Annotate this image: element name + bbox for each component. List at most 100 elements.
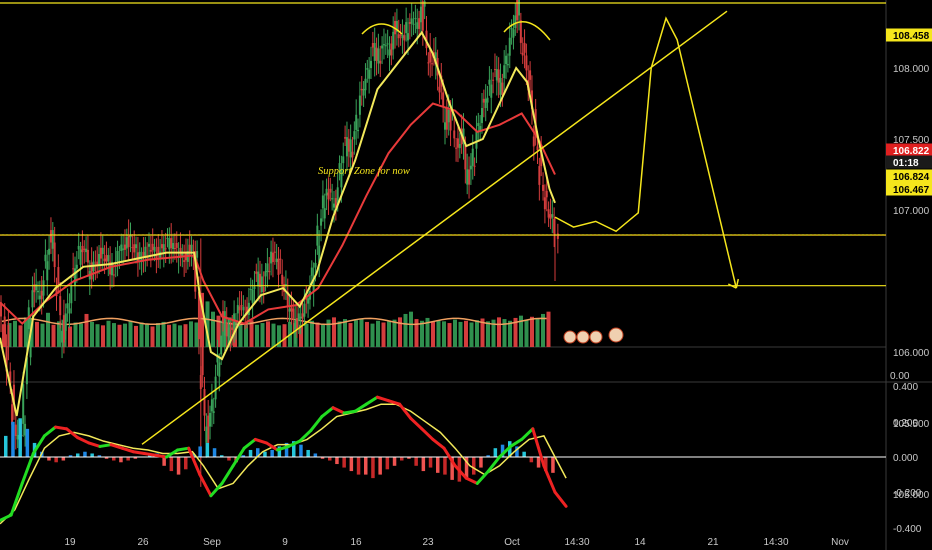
price-tick-label: 106.000: [893, 348, 930, 359]
volume-bar: [508, 320, 512, 347]
candle-body: [260, 276, 263, 293]
volume-bar: [343, 319, 347, 347]
candle-body: [297, 313, 300, 321]
volume-bar: [172, 323, 177, 347]
volume-panel: [1, 292, 551, 347]
candle-body: [286, 291, 289, 308]
arrow-stroke: [727, 283, 737, 289]
candle-body: [438, 86, 441, 93]
macd-segment: [9, 481, 24, 517]
candle-body: [429, 48, 432, 63]
volume-bar: [145, 324, 149, 347]
candle-body: [229, 336, 232, 338]
volume-bar: [436, 320, 441, 347]
volume-bar: [205, 301, 210, 347]
candle-body: [331, 198, 334, 200]
candle-body: [340, 168, 343, 188]
price-tag-label: 106.824: [893, 172, 930, 183]
candle-body: [538, 166, 541, 185]
macd-histogram-bar: [18, 418, 22, 457]
candle-body: [453, 130, 456, 139]
candle-body: [183, 260, 186, 262]
candle-body: [238, 306, 241, 311]
candle-body: [510, 28, 513, 30]
candle-body: [390, 43, 393, 56]
candle-body: [444, 122, 446, 130]
candle-body: [5, 346, 8, 372]
candle-body: [116, 250, 119, 262]
macd-histogram-bar: [284, 442, 289, 457]
candle-body: [105, 255, 108, 262]
volume-bar: [332, 317, 336, 347]
candle-body: [144, 246, 147, 258]
forecast-path-drawing[interactable]: [554, 16, 738, 289]
macd-histogram-bar: [551, 457, 555, 473]
candle-body: [503, 65, 506, 79]
candle-body: [172, 243, 175, 250]
candle-body: [112, 274, 115, 276]
candle-body: [373, 43, 376, 61]
candle-body: [434, 52, 437, 65]
candle-body: [358, 95, 361, 115]
candle-body: [259, 273, 261, 287]
candle-body: [314, 262, 317, 268]
candle-body: [51, 230, 54, 249]
event-icons[interactable]: [563, 327, 624, 344]
volume-bar: [101, 325, 105, 347]
volume-bar: [458, 321, 463, 347]
volume-bar: [35, 321, 39, 347]
volume-bar: [150, 326, 155, 347]
macd-histogram-bar: [61, 457, 66, 461]
horizontal-levels: [0, 2, 886, 287]
macd-segment: [409, 416, 424, 431]
volume-bar: [57, 321, 61, 347]
candle-body: [16, 434, 19, 440]
candle-body: [203, 389, 206, 416]
candle-body: [421, 1, 424, 31]
volume-bar: [95, 324, 100, 347]
candle-body: [85, 248, 88, 253]
price-tag-box: [886, 143, 932, 157]
macd-histogram-bar: [83, 451, 87, 457]
candle-body: [347, 138, 350, 152]
candle-body: [556, 233, 559, 239]
candle-body: [33, 284, 36, 293]
volume-bar: [128, 321, 133, 347]
macd-histogram-bar: [544, 457, 548, 472]
volume-bar: [249, 320, 254, 347]
candle-body: [127, 235, 130, 248]
ascending-trendline[interactable]: [141, 10, 728, 445]
volume-bar: [68, 326, 72, 347]
candle-body: [227, 327, 230, 338]
volume-bar: [359, 318, 364, 347]
macd-tick-label: 0.000: [893, 453, 918, 464]
candle-body: [138, 251, 141, 259]
macd-segment: [442, 446, 457, 468]
macd-segment: [264, 441, 279, 452]
candle-body: [273, 251, 276, 253]
volume-bar: [387, 321, 391, 347]
candle-body: [275, 258, 278, 263]
volume-bar: [425, 317, 430, 347]
volume-bar: [216, 315, 221, 347]
price-tick-label: 107.500: [893, 135, 930, 146]
price-tag-box: [886, 182, 932, 196]
candle-body: [399, 34, 402, 36]
candle-body: [264, 271, 267, 277]
candle-body: [35, 284, 38, 291]
candle-body: [173, 248, 176, 250]
candle-body: [46, 261, 49, 281]
volume-bar: [464, 320, 468, 347]
macd-histogram-bar: [320, 457, 325, 459]
macd-segment: [231, 446, 246, 468]
candle-body: [77, 245, 80, 250]
candle-body: [111, 262, 113, 276]
macd-segment: [209, 481, 224, 498]
macd-histogram-bar: [184, 457, 188, 470]
macd-segment: [520, 427, 535, 441]
macd-histogram-bar: [342, 457, 346, 468]
slow-moving-average-line: [0, 102, 556, 325]
candle-body: [368, 69, 371, 79]
candle-body: [405, 22, 408, 34]
